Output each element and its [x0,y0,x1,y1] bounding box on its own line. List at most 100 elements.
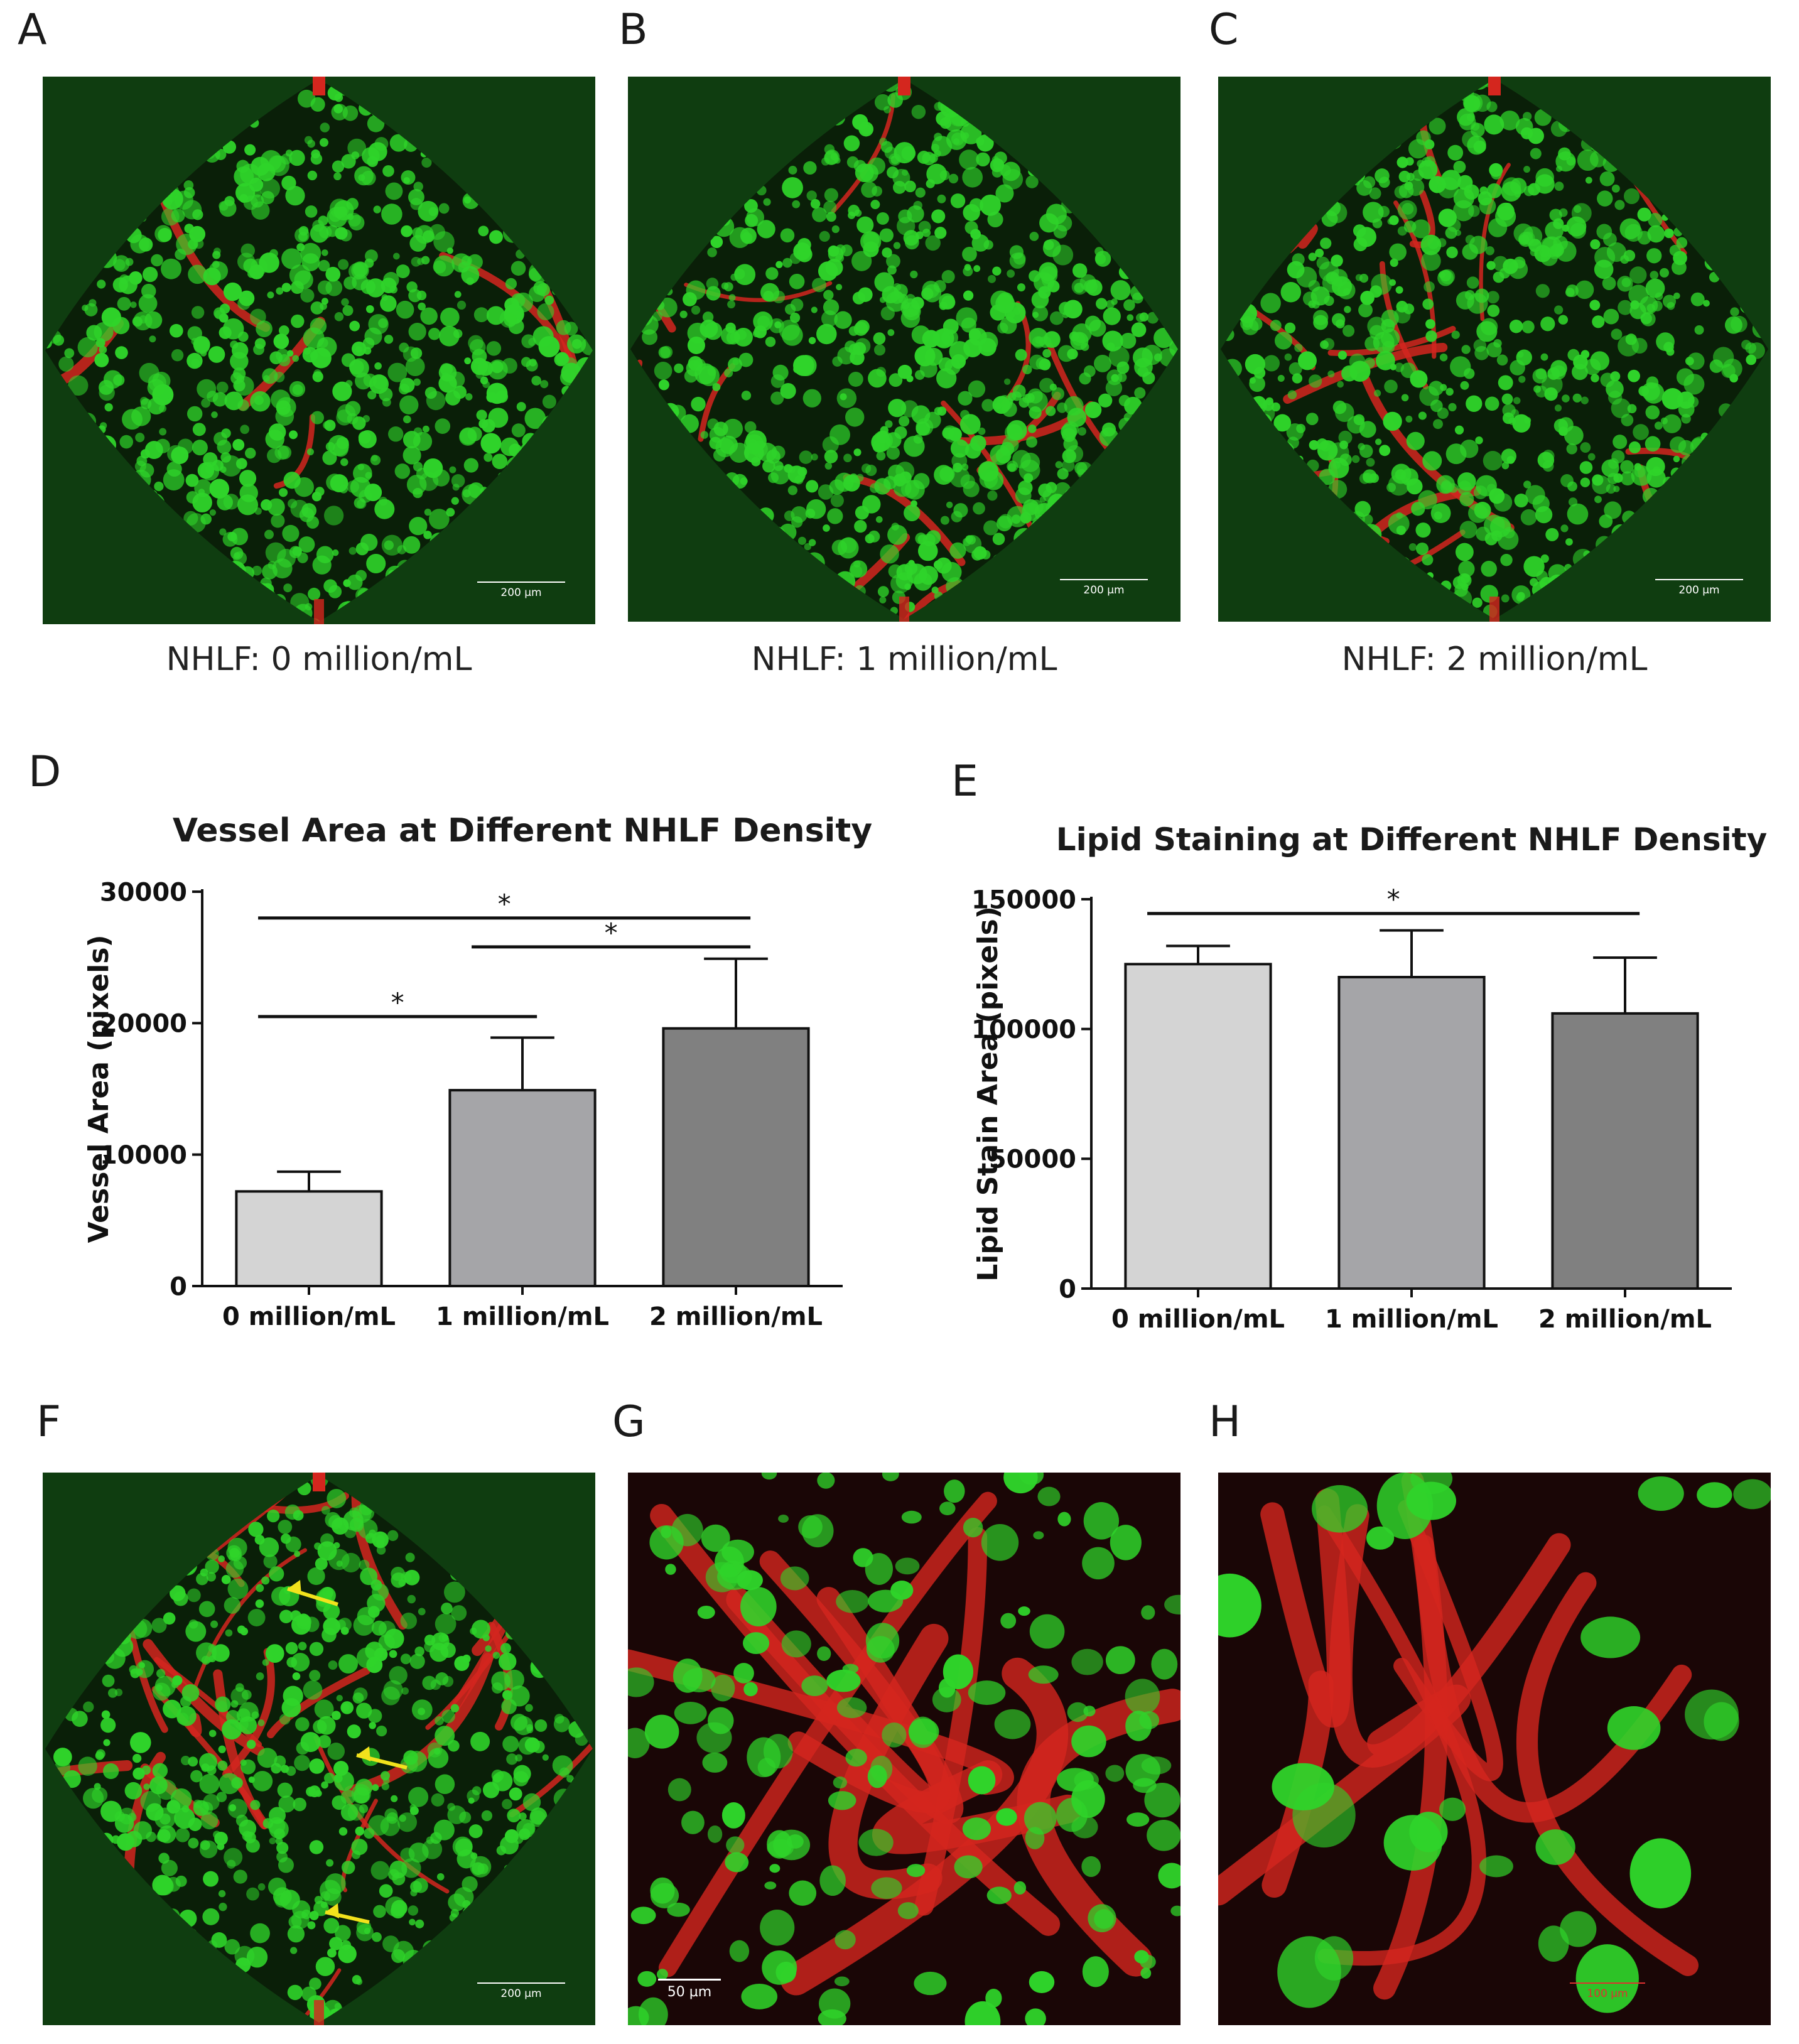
cell [384,335,394,344]
cell [835,1930,856,1950]
cell [1274,332,1293,350]
cell [378,1621,396,1638]
cell [1653,165,1665,176]
vessel [1747,79,1768,151]
cell [556,1564,577,1585]
cell [282,524,300,543]
cell [151,194,159,203]
cell [245,448,256,459]
cell [1234,472,1249,487]
cell [1708,511,1715,519]
cell [334,1771,354,1791]
cell [1134,239,1151,256]
cell [1714,600,1733,619]
cell [529,438,551,460]
cell [45,1585,55,1601]
cell [107,1879,127,1900]
cell [1096,298,1108,310]
cell [1382,85,1393,96]
cell [263,1554,278,1569]
cell [1172,523,1178,531]
cell [401,225,413,237]
cell [1756,454,1764,463]
cell [486,490,494,498]
cell [1673,141,1695,163]
cell [201,398,211,408]
cell [813,590,831,608]
cell [1440,170,1462,190]
cell [651,197,664,210]
cell [1380,109,1399,129]
cell [1266,109,1275,118]
cell [158,227,172,242]
cell [181,1928,198,1945]
cell [215,113,226,124]
cell [51,1663,60,1673]
vessel [1618,605,1762,619]
cell [824,188,838,202]
cell [563,242,583,262]
cell [336,81,351,96]
cell [1037,149,1058,170]
cell [757,163,767,174]
cell [1394,556,1411,573]
cell [121,1937,131,1947]
cell [468,482,484,499]
cell [263,606,279,622]
cell [1330,90,1348,107]
cell [138,1528,145,1535]
cell [98,507,109,519]
cell [1484,396,1499,411]
cell [1440,384,1447,391]
cell [1147,441,1168,463]
cell [1420,234,1442,256]
cell [372,1932,382,1942]
cell [358,431,371,444]
cell [45,1999,53,2015]
cell [1112,448,1128,464]
cell [99,127,114,143]
cell [1732,96,1742,106]
cell [1646,132,1653,139]
cell [377,590,399,612]
cell [1642,487,1660,505]
cell [1081,79,1099,95]
cell [1241,316,1254,328]
cell [711,1674,735,1702]
cell [1719,514,1736,533]
cell [219,528,227,536]
cell [541,414,561,435]
cell [485,175,506,197]
cell [543,111,565,133]
cell [649,502,664,518]
cell [208,1655,216,1663]
cell [1590,239,1601,250]
cell [747,1737,781,1778]
cell [1167,599,1178,619]
cell [266,1509,280,1523]
cell [776,94,789,106]
cell [767,99,787,119]
cell [45,543,58,563]
cell [1253,173,1275,195]
cell [1299,558,1309,567]
cell [533,1966,548,1980]
cell [790,298,804,311]
cell [451,497,459,505]
cell [318,1734,332,1748]
cell [385,565,406,586]
cell [1121,460,1140,479]
cell [153,1947,171,1964]
cell [1721,135,1735,149]
cell [537,303,554,321]
cell [657,566,676,585]
cell [1258,414,1272,428]
cell [1628,284,1649,305]
cell [959,149,980,170]
cell [981,399,995,412]
cell [202,1475,220,1488]
cell [831,225,840,234]
cell [1091,540,1108,558]
cell [1251,492,1265,506]
cell [95,143,102,149]
